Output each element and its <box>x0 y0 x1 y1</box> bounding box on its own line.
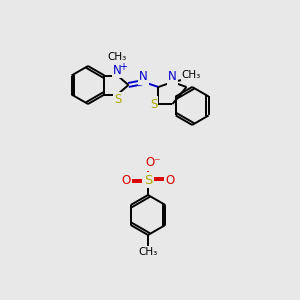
Text: CH₃: CH₃ <box>138 247 158 257</box>
Text: S: S <box>150 98 157 110</box>
Text: O: O <box>122 173 130 187</box>
Text: CH₃: CH₃ <box>182 70 201 80</box>
Text: N: N <box>168 70 177 83</box>
Text: N: N <box>139 70 148 83</box>
Text: O: O <box>165 173 175 187</box>
Text: N: N <box>113 64 122 77</box>
Text: +: + <box>119 61 128 71</box>
Text: S: S <box>144 173 152 187</box>
Text: O⁻: O⁻ <box>145 157 161 169</box>
Text: S: S <box>114 93 121 106</box>
Text: CH₃: CH₃ <box>108 52 127 61</box>
